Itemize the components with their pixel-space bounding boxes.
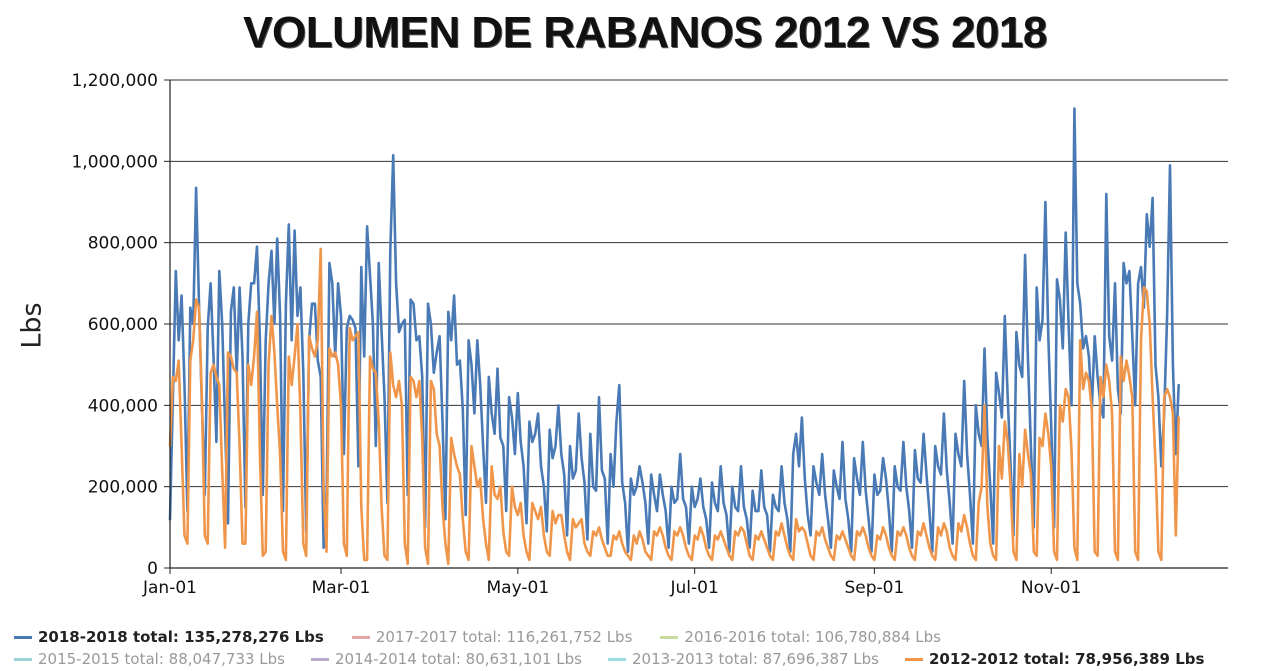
legend-label: 2014-2014 total: 80,631,101 Lbs [335,650,582,668]
y-tick-labels: 0 200,000 400,000 600,000 800,000 1,000,000 1,… [71,71,170,579]
y-tick-label: 200,000 [88,478,158,498]
x-tick-label: May-01 [487,578,550,598]
line-chart: 0 200,000 400,000 600,000 800,000 1,000,000 1,… [71,71,1228,598]
x-tick-label: Sep-01 [844,578,904,598]
x-tick-label: Jul-01 [670,578,719,598]
legend-label: 2013-2013 total: 87,696,387 Lbs [632,650,879,668]
legend-swatch [660,635,679,639]
legend-item[interactable]: 2012-2012 total: 78,956,389 Lbs [905,650,1204,668]
legend-item[interactable]: 2018-2018 total: 135,278,276 Lbs [14,628,324,646]
x-tick-label: Jan-01 [142,578,197,598]
y-tick-label: 1,200,000 [71,71,158,91]
y-tick-label: 1,000,000 [71,152,158,172]
legend-swatch [608,657,626,661]
y-tick-label: 800,000 [88,234,158,254]
x-tick-label: Mar-01 [312,578,371,598]
legend-item[interactable]: 2017-2017 total: 116,261,752 Lbs [351,628,633,646]
legend-item[interactable]: 2013-2013 total: 87,696,387 Lbs [608,650,879,668]
series-line-1 [168,247,1180,566]
legend-swatch [14,657,32,661]
legend-label: 2016-2016 total: 106,780,884 Lbs [684,628,941,646]
legend-label: 2012-2012 total: 78,956,389 Lbs [929,650,1205,668]
legend-label: 2018-2018 total: 135,278,276 Lbs [38,628,324,646]
series-line-0 [168,107,1180,554]
legend-swatch [905,657,923,661]
x-tick-labels: Jan-01 Mar-01 May-01 Jul-01 Sep-01 Nov-01 [142,568,1081,598]
legend-row: 2018-2018 total: 135,278,276 Lbs 2017-201… [14,626,1280,648]
legend-row: 2015-2015 total: 88,047,733 Lbs 2014-2014… [14,648,1280,670]
legend-swatch [351,635,370,639]
legend-swatch [14,635,32,639]
x-tick-label: Nov-01 [1021,578,1082,598]
legend-label: 2015-2015 total: 88,047,733 Lbs [38,650,285,668]
legend-label: 2017-2017 total: 116,261,752 Lbs [375,628,633,646]
legend-swatch [311,657,329,661]
legend-item[interactable]: 2015-2015 total: 88,047,733 Lbs [14,650,285,668]
y-tick-label: 0 [147,559,158,579]
chart-title: VOLUMEN DE RABANOS 2012 VS 2018 [243,8,1047,57]
y-tick-label: 600,000 [88,315,158,335]
series-layer [168,107,1180,566]
legend: 2018-2018 total: 135,278,276 Lbs 2017-201… [14,626,1280,670]
y-tick-label: 400,000 [88,396,158,416]
legend-item[interactable]: 2016-2016 total: 106,780,884 Lbs [660,628,941,646]
legend-item[interactable]: 2014-2014 total: 80,631,101 Lbs [311,650,582,668]
